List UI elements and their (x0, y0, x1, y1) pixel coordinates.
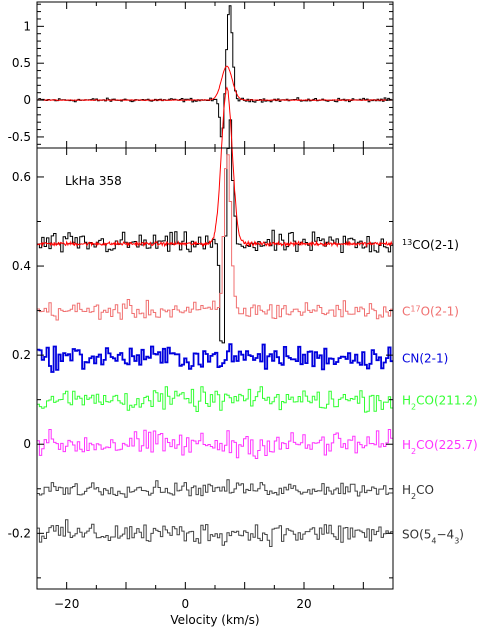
text-layer: 1 0.5 0 -0.5 13CO(2-1) C17O(2-1) CN(2-1) H2CO(2… (8, 19, 478, 627)
bottom-y-tick-label: -0.2 (8, 526, 31, 540)
top-y-tick-label: 0.5 (12, 56, 31, 70)
series-label: 13CO(2-1) (402, 237, 459, 252)
bottom-y-tick-label: 0.4 (12, 259, 31, 273)
spectrum-2 (37, 343, 393, 373)
x-axis-label: Velocity (km/s) (170, 613, 259, 627)
bottom-y-tick-label: 0.2 (12, 348, 31, 362)
spectrum-6 (37, 519, 393, 547)
bottom-y-tick-label: 0.6 (12, 170, 31, 184)
bottom-y-tick-label: 0 (23, 437, 31, 451)
bottom-panel-frame (36, 147, 394, 590)
spectrum-4 (37, 429, 393, 459)
series-label: H2CO(225.7) (402, 438, 478, 456)
x-tick-label: −20 (54, 597, 79, 611)
top-panel-frame (36, 1, 394, 149)
top-fit-curve (37, 65, 394, 102)
frame-layer (36, 1, 394, 590)
spectrum-5 (37, 479, 393, 498)
spectrum-3 (37, 386, 393, 413)
series-label: C17O(2-1) (402, 304, 459, 319)
top-y-tick-label: -0.5 (8, 130, 31, 144)
spectra-layer (36, 5, 394, 547)
x-tick-label: 20 (296, 597, 311, 611)
series-label: CN(2-1) (402, 351, 448, 365)
series-label: H2CO(211.2) (402, 394, 478, 412)
spectrum-1 (37, 154, 393, 321)
fit-curve-0 (36, 86, 394, 248)
source-name-annotation: LkHa 358 (65, 174, 122, 188)
top-y-tick-label: 1 (23, 19, 31, 33)
series-label: SO(54−43) (402, 527, 464, 545)
x-tick-label: 0 (182, 597, 190, 611)
top-observed-spectrum (37, 5, 393, 138)
series-label: H2CO (402, 483, 434, 501)
top-y-tick-label: 0 (23, 93, 31, 107)
